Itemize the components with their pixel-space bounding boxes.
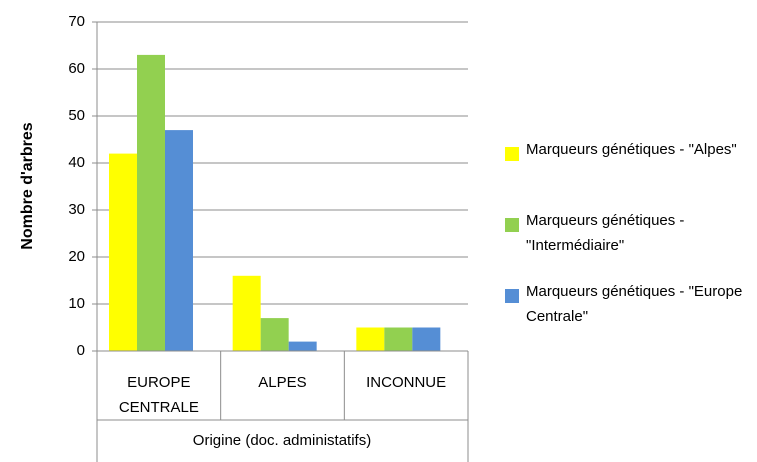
- bar: [384, 327, 413, 351]
- bar: [412, 327, 441, 351]
- legend-label: Marqueurs génétiques - "Alpes": [526, 141, 737, 158]
- x-tick-label: INCONNUE: [366, 374, 447, 391]
- x-tick-label-box: INCONNUE: [366, 374, 447, 391]
- y-axis-label: Nombre d'arbres: [19, 122, 36, 250]
- x-tick-label: EUROPE CENTRALE: [118, 374, 199, 416]
- bar: [260, 318, 289, 351]
- bar: [356, 327, 385, 351]
- bar: [109, 153, 137, 351]
- legend-label: Marqueurs génétiques - "Intermédiaire": [526, 212, 685, 254]
- y-tick-label: 70: [68, 13, 85, 30]
- legend-swatch: [505, 147, 519, 161]
- legend-label: Marqueurs génétiques - "Europe Centrale": [526, 283, 743, 325]
- y-tick-label: 20: [68, 248, 85, 265]
- bar: [165, 130, 193, 351]
- y-tick-label: 60: [68, 60, 85, 77]
- legend-label-box: Marqueurs génétiques - "Alpes": [526, 141, 737, 158]
- bar: [137, 54, 165, 352]
- bar: [232, 275, 261, 351]
- legend-swatch: [505, 289, 519, 303]
- x-tick-label: ALPES: [258, 374, 307, 391]
- x-tick-label-box: ALPES: [258, 374, 307, 391]
- bar: [288, 341, 317, 351]
- legend-swatch: [505, 218, 519, 232]
- y-tick-label: 0: [77, 342, 85, 359]
- legend-label-box: Marqueurs génétiques - "Europe Centrale": [526, 283, 743, 325]
- y-tick-label: 40: [68, 154, 85, 171]
- legend-label-box: Marqueurs génétiques - "Intermédiaire": [526, 212, 685, 254]
- x-axis-label: Origine (doc. administatifs): [193, 432, 371, 449]
- y-tick-label: 50: [68, 107, 85, 124]
- x-tick-label-box: EUROPE CENTRALE: [118, 374, 199, 416]
- y-tick-label: 10: [68, 295, 85, 312]
- y-tick-label: 30: [68, 201, 85, 218]
